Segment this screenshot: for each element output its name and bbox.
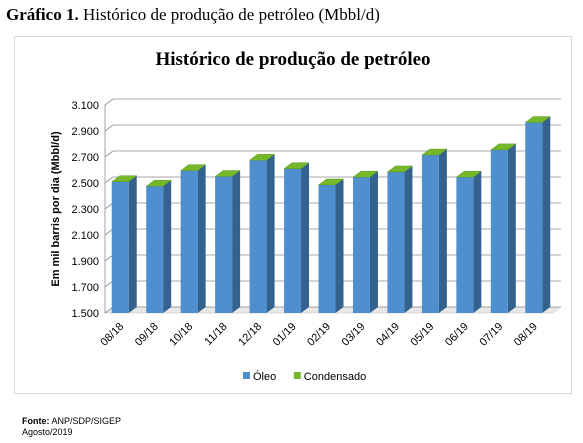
- x-tick-label: 01/19: [271, 321, 299, 349]
- x-tick-label: 08/18: [98, 321, 126, 349]
- y-axis-label: Em mil barris por dia (Mbbl/d): [50, 131, 62, 287]
- x-tick-label: 08/19: [512, 321, 540, 349]
- source-date: Agosto/2019: [22, 427, 73, 437]
- source-note: Fonte: ANP/SDP/SIGEP Agosto/2019: [22, 416, 121, 438]
- chart-area: Histórico de produção de petróleo 1.500 1…: [14, 36, 572, 394]
- x-tick-label: 10/18: [167, 321, 195, 349]
- legend-label: Condensado: [304, 371, 366, 383]
- x-tick-label: 03/19: [340, 321, 368, 349]
- gridline-depth: [104, 98, 114, 106]
- bar-oleo: [421, 155, 439, 313]
- x-tick-label: 04/19: [374, 321, 402, 349]
- y-tick-label: 2.500: [71, 178, 99, 190]
- bar-oleo: [387, 171, 405, 313]
- bar-oleo: [111, 181, 129, 313]
- source-label: Fonte:: [22, 416, 50, 426]
- bar-oleo: [318, 184, 336, 313]
- y-tick-label: 2.700: [71, 152, 99, 164]
- bar-condensado: [317, 178, 345, 186]
- bar-side-oleo: [473, 171, 482, 313]
- legend-swatch: [293, 372, 301, 379]
- bar-oleo: [352, 177, 370, 313]
- figure-caption: Gráfico 1. Histórico de produção de petr…: [6, 5, 576, 25]
- y-tick-label: 2.100: [71, 230, 99, 242]
- caption-text: Histórico de produção de petróleo (Mbbl/…: [82, 5, 380, 24]
- bar-side-oleo: [369, 171, 378, 313]
- y-tick-label: 3.100: [71, 100, 99, 112]
- bar-side-oleo: [404, 165, 413, 313]
- bar-condensado: [524, 116, 551, 123]
- caption-label: Gráfico 1.: [6, 5, 79, 24]
- bar-side-oleo: [163, 180, 172, 313]
- bar-side-oleo: [301, 162, 310, 313]
- bar-side-oleo: [128, 175, 137, 313]
- gridline-depth: [104, 202, 114, 210]
- y-tick-label: 1.700: [71, 282, 99, 294]
- bar-oleo: [146, 186, 164, 313]
- bar-oleo: [490, 149, 508, 313]
- y-tick-label: 2.300: [71, 204, 99, 216]
- x-tick-label: 05/19: [409, 321, 437, 349]
- bar-condensado: [455, 170, 482, 178]
- bar-side-oleo: [266, 154, 275, 313]
- bar-side-oleo: [197, 164, 206, 313]
- y-tick-label: 2.900: [71, 126, 99, 138]
- x-tick-label: 11/18: [202, 321, 229, 348]
- bar-oleo: [249, 160, 267, 313]
- bar-side-oleo: [232, 170, 241, 313]
- bar-condensado: [180, 164, 207, 171]
- bar-condensado: [214, 170, 241, 177]
- chart-title: Histórico de produção de petróleo: [155, 49, 431, 70]
- bar-condensado: [386, 165, 414, 173]
- bar-condensado: [421, 148, 448, 156]
- bar-condensado: [248, 154, 276, 161]
- bar-condensado: [352, 170, 379, 178]
- x-tick-label: 07/19: [477, 321, 505, 349]
- bar-oleo: [284, 168, 302, 313]
- bar-condensado: [145, 180, 172, 187]
- gridline-depth: [104, 254, 114, 262]
- bar-condensado: [490, 143, 517, 151]
- gridline-depth: [104, 150, 114, 158]
- x-tick-label: 12/18: [236, 321, 264, 349]
- bar-oleo: [180, 170, 198, 313]
- gridline-depth: [104, 176, 114, 184]
- bar-oleo: [215, 176, 233, 313]
- bar-condensado: [111, 175, 138, 182]
- gridline-depth: [104, 306, 114, 314]
- legend-label: Óleo: [253, 370, 276, 383]
- y-tick-label: 1.500: [71, 308, 99, 320]
- bar-oleo: [456, 177, 474, 313]
- bar-side-oleo: [438, 149, 447, 313]
- y-tick-label: 1.900: [71, 256, 99, 268]
- x-tick-label: 06/19: [443, 321, 471, 349]
- source-text: ANP/SDP/SIGEP: [51, 416, 122, 426]
- x-tick-label: 02/19: [305, 321, 333, 349]
- bar-condensado: [283, 162, 310, 169]
- x-tick-label: 09/18: [133, 321, 161, 349]
- bar-side-oleo: [542, 116, 551, 313]
- gridline-depth: [104, 124, 114, 132]
- legend-swatch: [243, 372, 250, 379]
- bar-oleo: [525, 122, 543, 313]
- bar-side-oleo: [335, 178, 344, 313]
- gridline-depth: [104, 280, 114, 288]
- bar-chart: 1.500 1.700 1.900 2.100 2.300 2.500 2.700 2.900…: [50, 98, 562, 383]
- bar-side-oleo: [507, 143, 516, 313]
- gridline-depth: [104, 228, 114, 236]
